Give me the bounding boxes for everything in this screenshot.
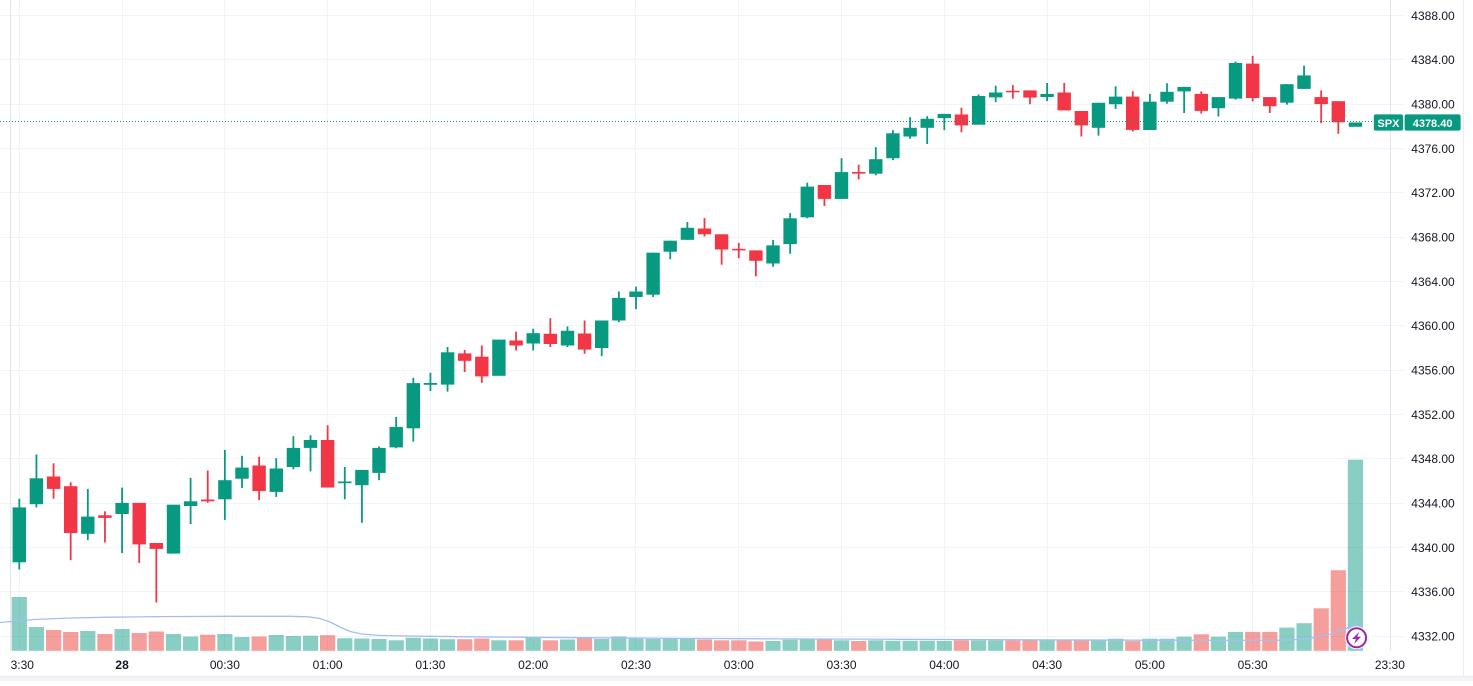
svg-text:4336.00: 4336.00 — [1411, 585, 1455, 599]
svg-text:04:30: 04:30 — [1032, 658, 1062, 672]
svg-text:4364.00: 4364.00 — [1411, 275, 1455, 289]
svg-text:00:30: 00:30 — [210, 658, 240, 672]
svg-text:04:00: 04:00 — [929, 658, 959, 672]
svg-text:01:00: 01:00 — [313, 658, 343, 672]
svg-text:4388.00: 4388.00 — [1411, 9, 1455, 23]
svg-text:28: 28 — [115, 658, 129, 672]
svg-text:4360.00: 4360.00 — [1411, 319, 1455, 333]
svg-text:05:30: 05:30 — [1238, 658, 1268, 672]
svg-text:SPX: SPX — [1377, 118, 1400, 130]
svg-text:4344.00: 4344.00 — [1411, 497, 1455, 511]
svg-text:4384.00: 4384.00 — [1411, 53, 1455, 67]
svg-text:02:30: 02:30 — [621, 658, 651, 672]
svg-text:02:00: 02:00 — [518, 658, 548, 672]
svg-text:4348.00: 4348.00 — [1411, 452, 1455, 466]
svg-text:4352.00: 4352.00 — [1411, 408, 1455, 422]
svg-text:23:30: 23:30 — [1375, 658, 1405, 672]
svg-text:4340.00: 4340.00 — [1411, 541, 1455, 555]
svg-text:4378.40: 4378.40 — [1413, 118, 1453, 130]
svg-text:05:00: 05:00 — [1135, 658, 1165, 672]
svg-text:03:00: 03:00 — [724, 658, 754, 672]
svg-text:03:30: 03:30 — [826, 658, 856, 672]
svg-text:4376.00: 4376.00 — [1411, 142, 1455, 156]
svg-text:4368.00: 4368.00 — [1411, 231, 1455, 245]
svg-text:4372.00: 4372.00 — [1411, 186, 1455, 200]
svg-text:4332.00: 4332.00 — [1411, 630, 1455, 644]
svg-text:4380.00: 4380.00 — [1411, 98, 1455, 112]
svg-text:4356.00: 4356.00 — [1411, 364, 1455, 378]
svg-text:3:30: 3:30 — [11, 658, 35, 672]
svg-text:01:30: 01:30 — [415, 658, 445, 672]
